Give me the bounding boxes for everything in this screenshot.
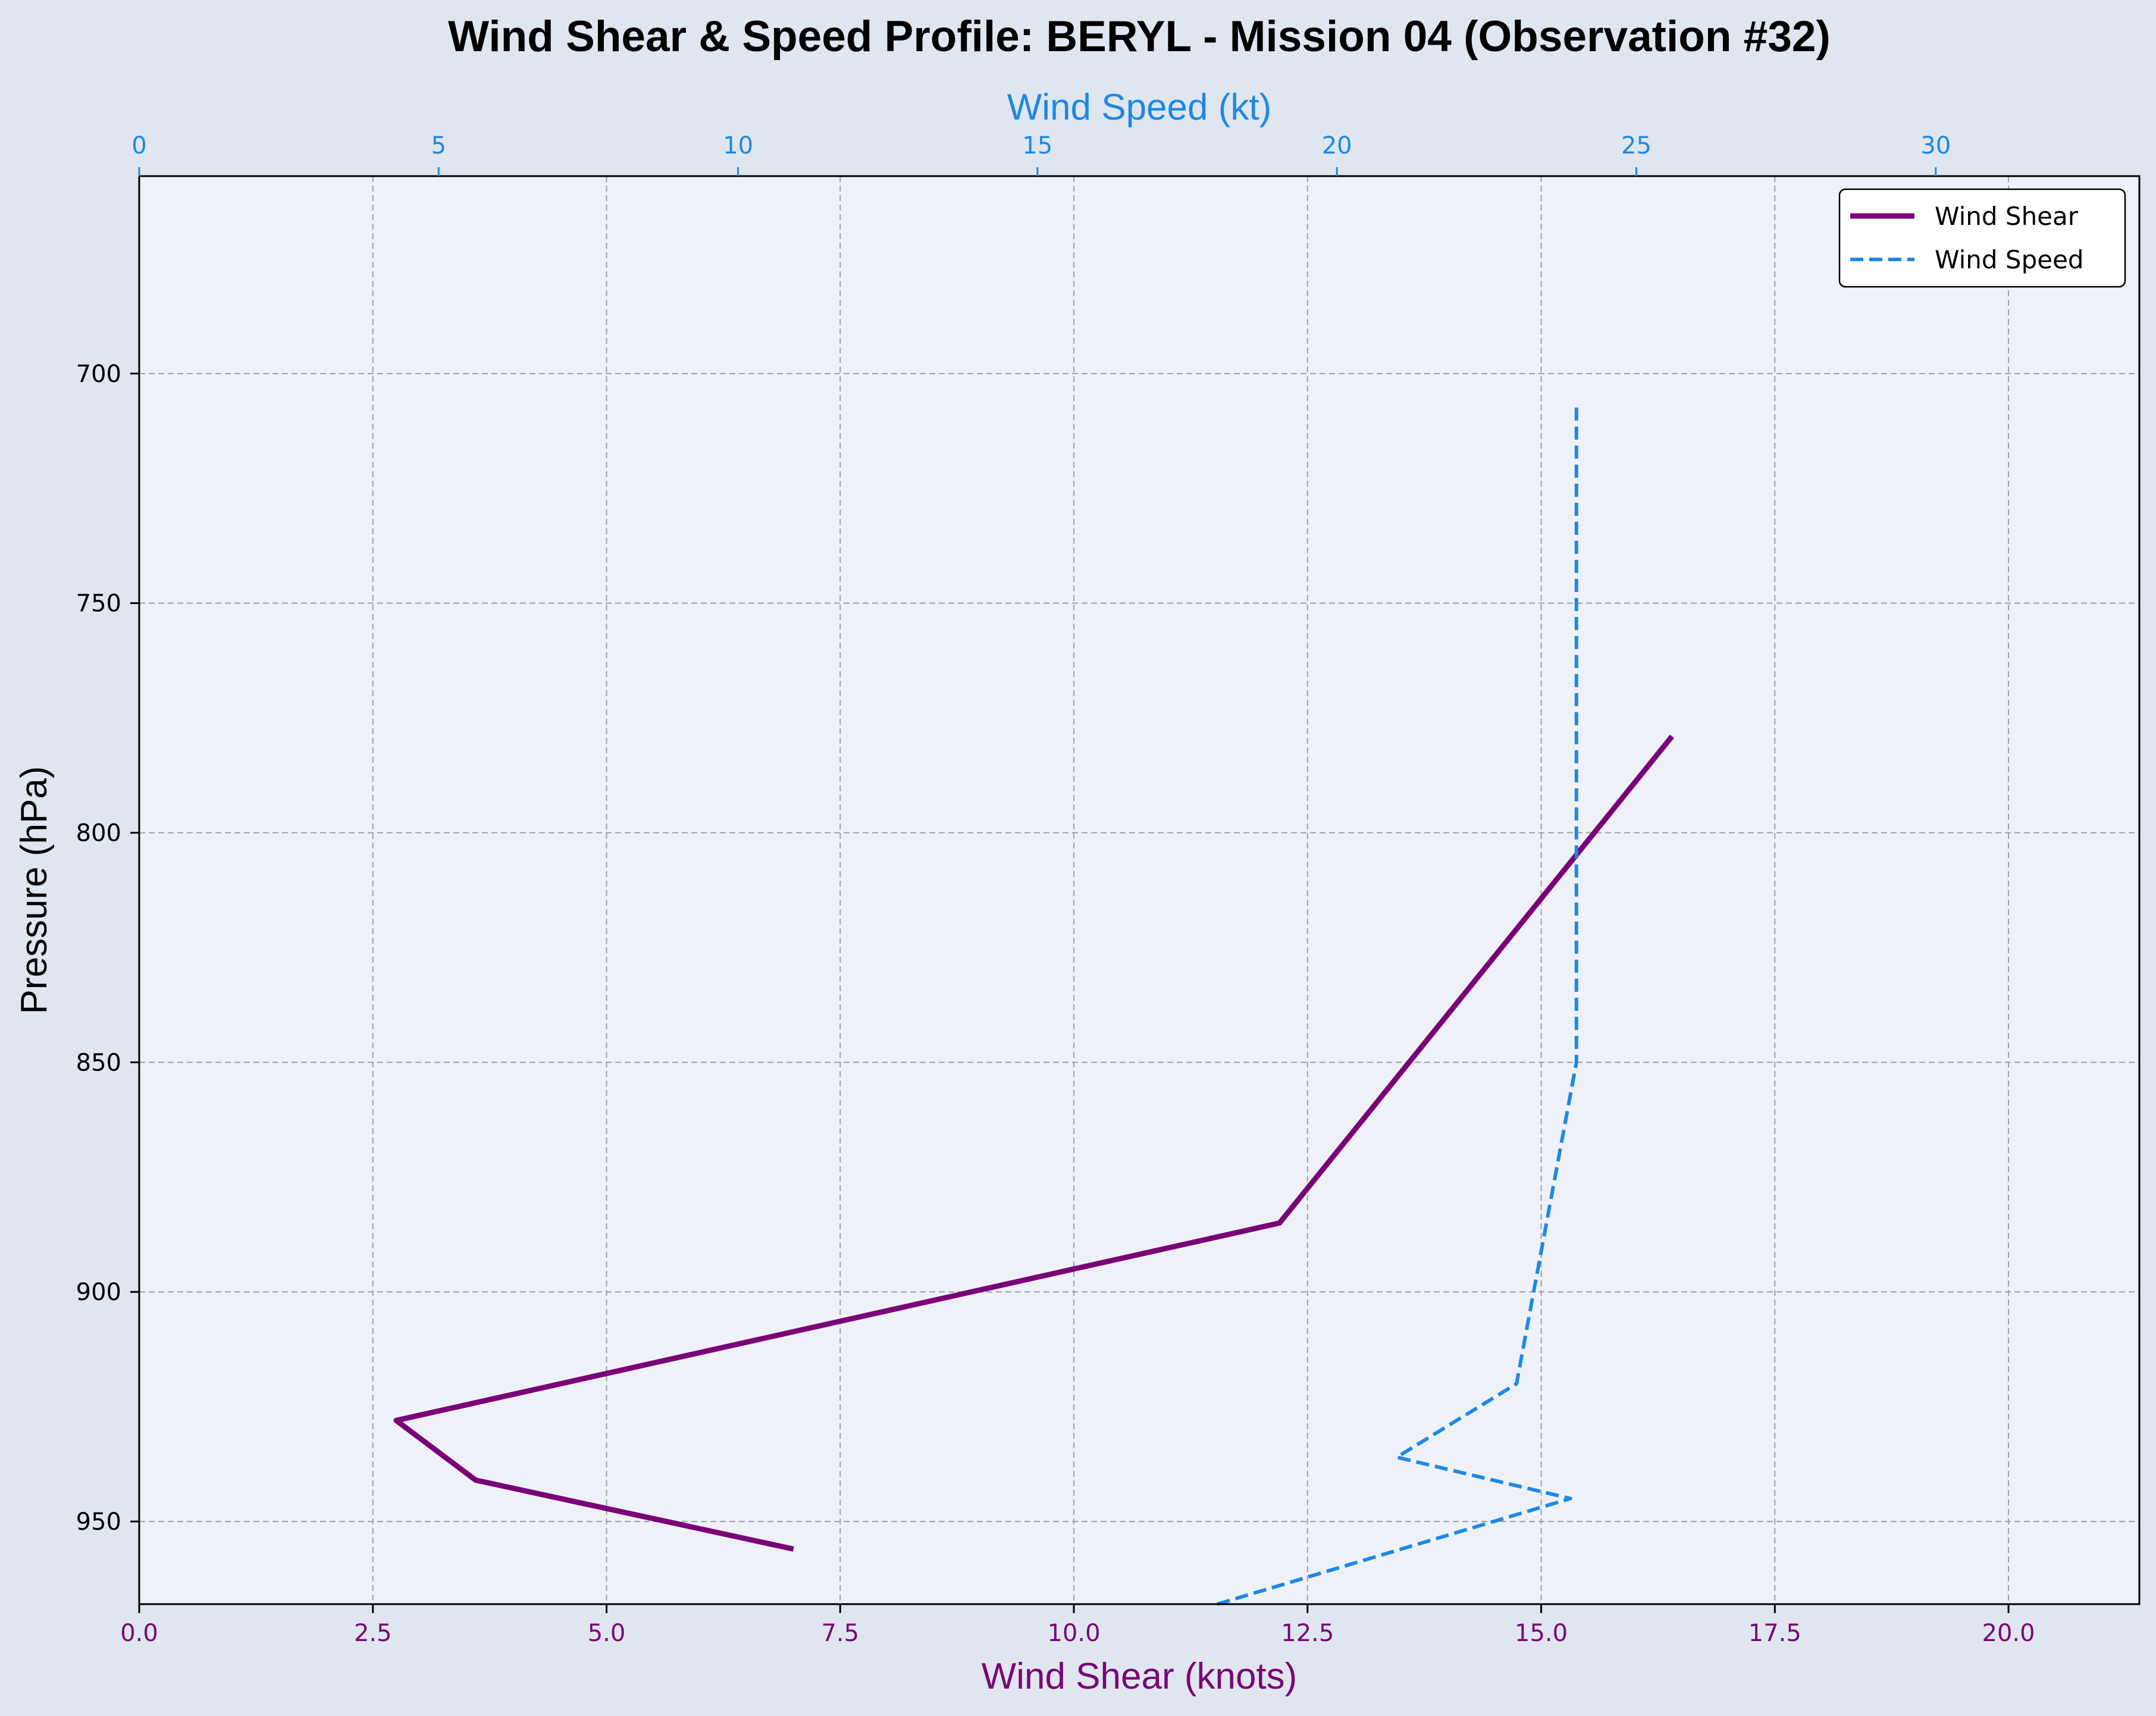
top-tick-label: 5 bbox=[431, 132, 446, 159]
top-tick-label: 30 bbox=[1920, 132, 1951, 159]
chart-title: Wind Shear & Speed Profile: BERYL - Miss… bbox=[448, 12, 1831, 61]
left-tick-label: 800 bbox=[76, 820, 121, 847]
legend-label-wind-speed: Wind Speed bbox=[1935, 245, 2084, 274]
left-tick-label: 700 bbox=[76, 361, 121, 388]
top-axis-ticks: 0 5 10 15 20 25 30 bbox=[131, 132, 1951, 176]
legend-label-wind-shear: Wind Shear bbox=[1935, 202, 2079, 231]
series-line-wind-shear bbox=[393, 734, 1675, 1552]
left-axis-title: Pressure (hPa) bbox=[14, 766, 55, 1014]
top-tick-label: 10 bbox=[723, 132, 753, 159]
top-tick-label: 20 bbox=[1322, 132, 1352, 159]
top-tick-label: 25 bbox=[1621, 132, 1652, 159]
bottom-tick-label: 5.0 bbox=[588, 1620, 626, 1647]
bottom-tick-label: 17.5 bbox=[1748, 1620, 1801, 1647]
plot-frame bbox=[138, 175, 2141, 1605]
top-tick-label: 15 bbox=[1022, 132, 1052, 159]
bottom-axis-ticks: 0.0 2.5 5.0 7.5 10.0 12.5 15.0 17.5 20.0 bbox=[120, 1604, 2035, 1647]
series-line-wind-speed bbox=[1217, 405, 1578, 1606]
legend: Wind Shear Wind Speed bbox=[1838, 188, 2126, 288]
left-tick-label: 950 bbox=[76, 1508, 121, 1536]
plot-area bbox=[139, 176, 2139, 1604]
bottom-tick-label: 10.0 bbox=[1047, 1620, 1100, 1647]
left-tick-label: 900 bbox=[76, 1279, 121, 1306]
bottom-tick-label: 12.5 bbox=[1281, 1620, 1334, 1647]
top-axis-title: Wind Speed (kt) bbox=[1007, 87, 1272, 128]
bottom-axis-title: Wind Shear (knots) bbox=[982, 1656, 1298, 1697]
grid-lines bbox=[139, 176, 2139, 1604]
bottom-tick-label: 0.0 bbox=[120, 1620, 158, 1647]
bottom-tick-label: 15.0 bbox=[1515, 1620, 1568, 1647]
left-tick-label: 750 bbox=[76, 590, 121, 618]
top-tick-label: 0 bbox=[131, 132, 146, 159]
bottom-tick-label: 7.5 bbox=[821, 1620, 859, 1647]
series-layer bbox=[393, 405, 1675, 1606]
left-axis-ticks: 700 750 800 850 900 950 bbox=[76, 361, 139, 1536]
bottom-tick-label: 20.0 bbox=[1982, 1620, 2035, 1647]
left-tick-label: 850 bbox=[76, 1049, 121, 1076]
bottom-tick-label: 2.5 bbox=[354, 1620, 392, 1647]
